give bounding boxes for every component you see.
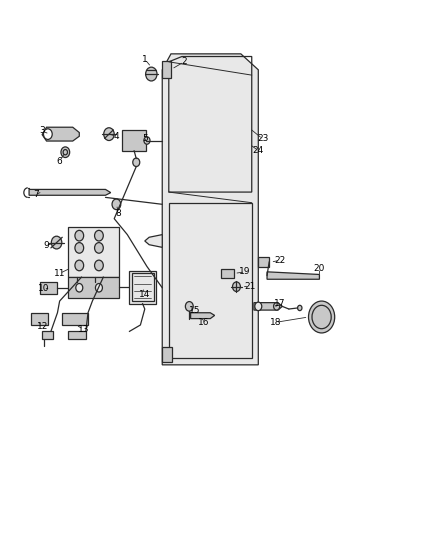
Circle shape bbox=[255, 302, 262, 311]
Bar bbox=[42, 332, 53, 340]
Circle shape bbox=[112, 199, 121, 209]
Text: 2: 2 bbox=[181, 58, 187, 66]
Bar bbox=[132, 273, 153, 301]
Bar bbox=[31, 313, 48, 325]
Text: 8: 8 bbox=[116, 209, 121, 218]
Text: 9: 9 bbox=[44, 241, 49, 250]
Circle shape bbox=[76, 284, 83, 292]
Bar bbox=[62, 313, 88, 325]
Text: 14: 14 bbox=[139, 289, 151, 298]
Bar bbox=[68, 227, 119, 277]
Circle shape bbox=[95, 284, 102, 292]
Polygon shape bbox=[254, 303, 283, 310]
Text: 22: 22 bbox=[275, 256, 286, 264]
Text: 10: 10 bbox=[38, 284, 49, 293]
Circle shape bbox=[75, 230, 84, 241]
Text: 12: 12 bbox=[36, 321, 48, 330]
Polygon shape bbox=[267, 272, 319, 279]
Circle shape bbox=[185, 302, 193, 311]
Circle shape bbox=[104, 128, 114, 141]
Bar bbox=[130, 271, 155, 304]
Bar bbox=[162, 61, 171, 78]
Text: 4: 4 bbox=[113, 132, 119, 141]
Circle shape bbox=[75, 260, 84, 271]
Bar bbox=[68, 277, 119, 298]
Bar bbox=[122, 131, 146, 151]
Text: 7: 7 bbox=[33, 190, 39, 199]
Circle shape bbox=[61, 147, 70, 158]
Text: 6: 6 bbox=[57, 157, 63, 166]
Text: 17: 17 bbox=[274, 299, 286, 308]
Circle shape bbox=[144, 137, 150, 144]
Polygon shape bbox=[162, 54, 258, 365]
Polygon shape bbox=[191, 313, 215, 319]
Polygon shape bbox=[42, 127, 79, 141]
Circle shape bbox=[233, 282, 240, 292]
Text: 23: 23 bbox=[257, 134, 268, 143]
Circle shape bbox=[95, 260, 103, 271]
Text: 13: 13 bbox=[78, 325, 89, 334]
Text: 24: 24 bbox=[253, 146, 264, 155]
Circle shape bbox=[43, 129, 52, 140]
Text: 21: 21 bbox=[244, 281, 255, 290]
Circle shape bbox=[51, 236, 62, 249]
Circle shape bbox=[63, 150, 67, 155]
Text: 20: 20 bbox=[314, 264, 325, 272]
Circle shape bbox=[95, 243, 103, 253]
Bar bbox=[68, 332, 86, 340]
Bar bbox=[221, 269, 234, 278]
Text: 11: 11 bbox=[54, 269, 65, 278]
Circle shape bbox=[146, 67, 157, 81]
Text: 3: 3 bbox=[39, 126, 45, 135]
Text: 1: 1 bbox=[142, 55, 148, 63]
Polygon shape bbox=[29, 189, 111, 195]
Bar bbox=[258, 257, 269, 266]
Text: 19: 19 bbox=[240, 268, 251, 276]
Text: 16: 16 bbox=[198, 318, 209, 327]
Circle shape bbox=[297, 305, 302, 311]
Text: 5: 5 bbox=[142, 134, 148, 143]
Circle shape bbox=[274, 303, 280, 310]
Bar bbox=[162, 348, 172, 362]
Polygon shape bbox=[145, 235, 162, 247]
Circle shape bbox=[75, 243, 84, 253]
Circle shape bbox=[312, 305, 331, 329]
Text: 18: 18 bbox=[270, 318, 282, 327]
Bar bbox=[40, 282, 57, 294]
Text: 15: 15 bbox=[189, 305, 201, 314]
Circle shape bbox=[133, 158, 140, 166]
Circle shape bbox=[95, 230, 103, 241]
Circle shape bbox=[308, 301, 335, 333]
